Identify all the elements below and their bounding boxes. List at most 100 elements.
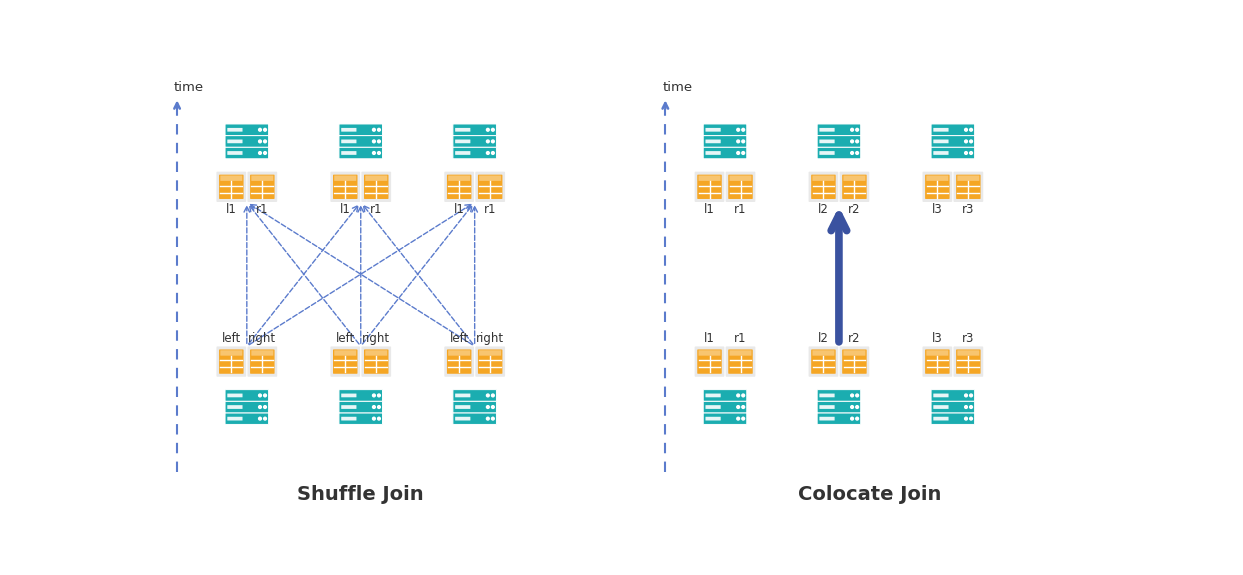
FancyBboxPatch shape [452,401,496,413]
FancyBboxPatch shape [706,405,721,409]
Circle shape [850,152,854,154]
Circle shape [742,152,745,154]
FancyBboxPatch shape [931,147,975,159]
FancyBboxPatch shape [452,390,496,401]
Text: time: time [663,81,692,94]
FancyBboxPatch shape [956,175,981,199]
FancyBboxPatch shape [227,393,242,397]
FancyBboxPatch shape [843,175,866,199]
FancyBboxPatch shape [250,350,275,374]
Text: r2: r2 [848,332,860,344]
FancyBboxPatch shape [477,175,502,199]
FancyBboxPatch shape [704,413,747,424]
Circle shape [850,417,854,420]
FancyBboxPatch shape [695,346,725,377]
FancyBboxPatch shape [813,350,834,356]
FancyBboxPatch shape [333,175,358,199]
FancyBboxPatch shape [342,140,357,143]
Circle shape [373,128,375,131]
Circle shape [373,417,375,420]
FancyBboxPatch shape [817,124,860,136]
FancyBboxPatch shape [931,390,975,401]
FancyBboxPatch shape [704,124,747,136]
FancyBboxPatch shape [843,350,866,374]
Text: left: left [450,332,469,344]
FancyBboxPatch shape [339,401,383,413]
FancyBboxPatch shape [447,350,471,374]
Circle shape [850,140,854,143]
FancyBboxPatch shape [706,128,721,132]
Circle shape [378,152,380,154]
Circle shape [259,405,261,408]
FancyBboxPatch shape [342,128,357,132]
FancyBboxPatch shape [926,350,948,356]
FancyBboxPatch shape [957,175,979,181]
Text: r1: r1 [370,203,383,216]
FancyBboxPatch shape [362,346,392,377]
FancyBboxPatch shape [444,172,474,202]
FancyBboxPatch shape [706,417,721,420]
FancyBboxPatch shape [475,172,505,202]
FancyBboxPatch shape [455,128,470,132]
Circle shape [264,152,266,154]
Circle shape [970,140,972,143]
Circle shape [737,417,740,420]
Circle shape [264,394,266,397]
FancyBboxPatch shape [455,140,470,143]
FancyBboxPatch shape [819,140,834,143]
Text: l3: l3 [932,332,942,344]
FancyBboxPatch shape [247,346,277,377]
FancyBboxPatch shape [364,350,389,374]
Circle shape [491,140,495,143]
Text: l1: l1 [454,203,465,216]
Circle shape [737,140,740,143]
FancyBboxPatch shape [817,147,860,159]
FancyBboxPatch shape [730,350,752,356]
FancyBboxPatch shape [699,350,721,356]
FancyBboxPatch shape [706,393,721,397]
FancyBboxPatch shape [334,175,357,181]
FancyBboxPatch shape [704,136,747,147]
FancyBboxPatch shape [331,346,360,377]
FancyBboxPatch shape [455,417,470,420]
Text: r2: r2 [848,203,860,216]
FancyBboxPatch shape [251,175,273,181]
FancyBboxPatch shape [449,175,470,181]
FancyBboxPatch shape [333,350,358,374]
Text: r3: r3 [962,203,975,216]
Text: left: left [221,332,241,344]
Text: l2: l2 [818,203,829,216]
FancyBboxPatch shape [931,401,975,413]
Circle shape [737,394,740,397]
FancyBboxPatch shape [844,175,865,181]
Circle shape [378,128,380,131]
FancyBboxPatch shape [817,401,860,413]
FancyBboxPatch shape [452,413,496,424]
FancyBboxPatch shape [953,346,983,377]
FancyBboxPatch shape [812,175,835,199]
FancyBboxPatch shape [342,393,357,397]
FancyBboxPatch shape [227,151,242,155]
Circle shape [486,394,490,397]
FancyBboxPatch shape [225,136,268,147]
Circle shape [965,405,967,408]
Circle shape [737,405,740,408]
FancyBboxPatch shape [933,417,948,420]
Circle shape [965,128,967,131]
Circle shape [259,128,261,131]
FancyBboxPatch shape [339,390,383,401]
Circle shape [742,140,745,143]
FancyBboxPatch shape [956,350,981,374]
FancyBboxPatch shape [819,151,834,155]
Circle shape [259,417,261,420]
FancyBboxPatch shape [922,346,952,377]
FancyBboxPatch shape [819,417,834,420]
FancyBboxPatch shape [819,393,834,397]
FancyBboxPatch shape [730,175,752,181]
Circle shape [742,405,745,408]
Text: Shuffle Join: Shuffle Join [297,485,424,504]
FancyBboxPatch shape [839,346,869,377]
Circle shape [373,394,375,397]
FancyBboxPatch shape [452,124,496,136]
Text: l3: l3 [932,203,942,216]
